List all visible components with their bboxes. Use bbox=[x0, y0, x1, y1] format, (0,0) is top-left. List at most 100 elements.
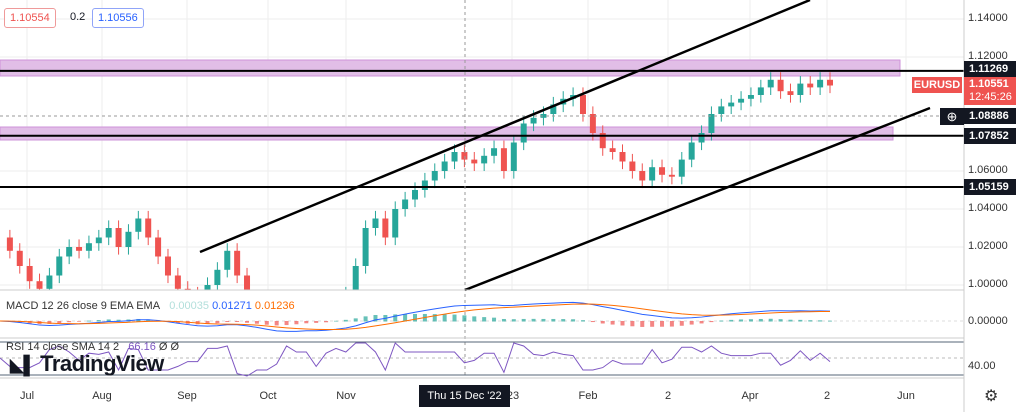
rsi-legend[interactable]: RSI 14 close SMA 14 2 66.16 Ø Ø bbox=[6, 341, 179, 353]
candle bbox=[649, 167, 656, 181]
macd-histogram-bar bbox=[729, 319, 734, 322]
candle bbox=[471, 159, 478, 164]
candle bbox=[609, 148, 616, 152]
macd-histogram-bar bbox=[501, 318, 506, 322]
macd-histogram-bar bbox=[758, 318, 763, 322]
settings-gear-icon[interactable]: ⚙ bbox=[984, 388, 999, 405]
candle bbox=[619, 152, 626, 162]
candle bbox=[392, 209, 399, 238]
macd-histogram-bar bbox=[472, 316, 477, 322]
rsi-level-label: 40.00 bbox=[968, 360, 996, 372]
candle bbox=[174, 275, 181, 289]
macd-histogram-bar bbox=[620, 321, 625, 326]
macd-histogram-bar bbox=[294, 321, 299, 325]
candle bbox=[214, 269, 221, 285]
macd-histogram-bar bbox=[541, 318, 546, 322]
last-price: 1.10551 bbox=[969, 78, 1009, 90]
price-tick: 1.06000 bbox=[968, 164, 1008, 176]
candle bbox=[599, 133, 606, 149]
macd-histogram-bar bbox=[264, 321, 269, 325]
candle bbox=[224, 250, 231, 270]
candle bbox=[738, 98, 745, 103]
macd-histogram-bar bbox=[343, 319, 348, 322]
candle bbox=[85, 243, 92, 251]
macd-line bbox=[0, 301, 831, 332]
macd-histogram-bar bbox=[324, 321, 329, 323]
macd-histogram-bar bbox=[768, 318, 773, 322]
macd-histogram-bar bbox=[47, 321, 52, 324]
macd-histogram-bar bbox=[818, 320, 823, 322]
macd-legend[interactable]: MACD 12 26 close 9 EMA EMA 0.00035 0.012… bbox=[6, 300, 295, 312]
macd-signal-value: 0.01236 bbox=[254, 300, 295, 312]
candle bbox=[668, 174, 675, 177]
macd-histogram-bar bbox=[828, 320, 832, 322]
resistance-zone bbox=[0, 59, 901, 77]
macd-histogram-bar bbox=[521, 318, 526, 322]
macd-histogram-bar bbox=[284, 321, 289, 326]
level-tag: 1.07852 bbox=[964, 128, 1016, 144]
price-tick: 1.14000 bbox=[968, 12, 1008, 24]
macd-histogram-bar bbox=[393, 314, 398, 322]
macd-histogram-bar bbox=[205, 321, 210, 325]
rsi-title: RSI 14 close SMA 14 2 bbox=[6, 341, 120, 353]
macd-histogram-bar bbox=[669, 321, 674, 327]
candle bbox=[36, 281, 43, 289]
candle bbox=[817, 79, 824, 88]
macd-histogram-bar bbox=[116, 319, 121, 322]
macd-histogram-bar bbox=[580, 320, 585, 322]
tradingview-logo[interactable]: ◣▌ TradingView bbox=[10, 351, 164, 376]
macd-histogram-bar bbox=[798, 319, 803, 322]
macd-histogram-bar bbox=[77, 321, 82, 322]
candle bbox=[767, 79, 774, 88]
macd-histogram-bar bbox=[511, 319, 516, 322]
macd-histogram-bar bbox=[86, 320, 91, 322]
macd-histogram-bar bbox=[561, 319, 566, 322]
macd-histogram-bar bbox=[699, 321, 704, 324]
rsi-v2: Ø bbox=[158, 341, 168, 353]
candle bbox=[659, 167, 666, 175]
macd-histogram-bar bbox=[67, 321, 72, 323]
macd-histogram-bar bbox=[689, 321, 694, 325]
candle bbox=[402, 199, 409, 209]
candle bbox=[540, 114, 547, 118]
candle bbox=[698, 133, 705, 143]
price-tick: 1.02000 bbox=[968, 240, 1008, 252]
candle bbox=[589, 114, 596, 133]
candle bbox=[441, 161, 448, 171]
add-alert-plus-icon[interactable]: ⊕ bbox=[940, 108, 964, 125]
candle bbox=[827, 79, 833, 86]
candle bbox=[95, 237, 102, 244]
candle bbox=[372, 218, 379, 228]
time-tick: Jun bbox=[897, 390, 915, 402]
macd-histogram-bar bbox=[353, 318, 358, 322]
macd-histogram-bar bbox=[630, 321, 635, 327]
macd-histogram-bar bbox=[739, 319, 744, 322]
rsi-value: 66.16 bbox=[128, 341, 156, 353]
macd-histogram-bar bbox=[96, 320, 101, 322]
macd-histogram-bar bbox=[531, 318, 536, 322]
spread-value: 0.2 bbox=[70, 11, 86, 23]
candle bbox=[728, 102, 735, 107]
candle bbox=[708, 114, 715, 133]
candle bbox=[135, 218, 142, 232]
macd-histogram-bar bbox=[788, 319, 793, 322]
candle bbox=[491, 148, 498, 156]
candle bbox=[145, 218, 152, 238]
candle bbox=[76, 247, 83, 251]
rsi-line bbox=[0, 342, 831, 377]
candle bbox=[461, 152, 468, 160]
candle bbox=[807, 83, 814, 88]
candle bbox=[500, 148, 507, 171]
price-tick: 1.12000 bbox=[968, 50, 1008, 62]
bid-price-button[interactable]: 1.10554 bbox=[4, 8, 56, 28]
macd-histogram-bar bbox=[719, 320, 724, 322]
time-tick: Apr bbox=[741, 390, 759, 402]
macd-histogram-bar bbox=[600, 321, 605, 324]
macd-histogram-bar bbox=[314, 321, 319, 323]
candle bbox=[629, 161, 636, 171]
candle bbox=[530, 117, 537, 124]
ask-price-button[interactable]: 1.10556 bbox=[92, 8, 144, 28]
rsi-v3: Ø bbox=[170, 341, 180, 353]
candle bbox=[520, 123, 527, 143]
macd-histogram-bar bbox=[610, 321, 615, 325]
